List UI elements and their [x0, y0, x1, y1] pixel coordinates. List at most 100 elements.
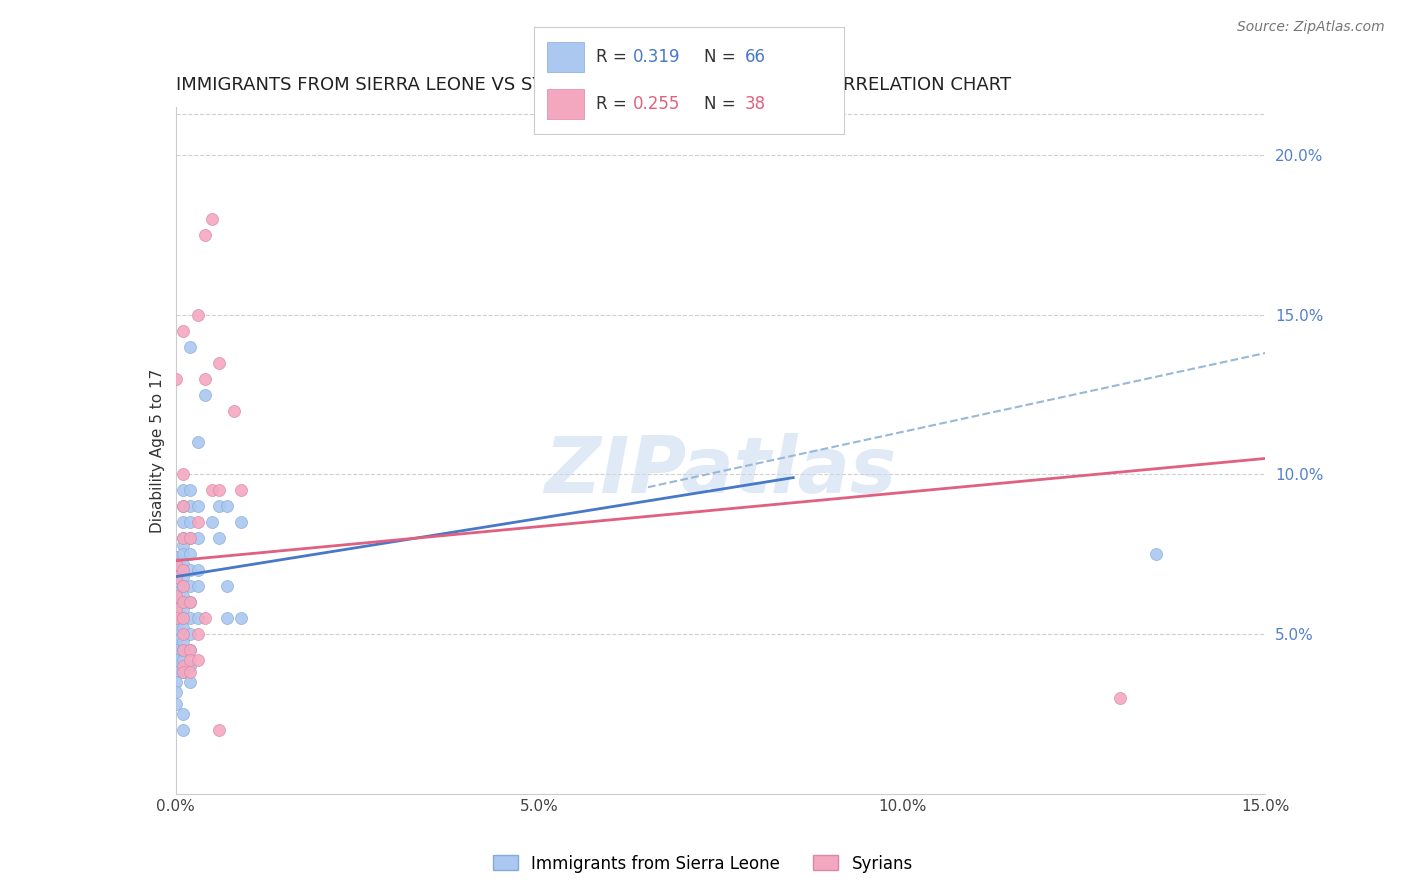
- Text: 38: 38: [745, 95, 766, 112]
- Point: [179, 579, 201, 593]
- Point: [215, 579, 238, 593]
- Point: [172, 531, 194, 545]
- Text: R =: R =: [596, 95, 633, 112]
- Point: [179, 595, 201, 609]
- Point: [186, 435, 209, 450]
- Point: [165, 589, 187, 603]
- Point: [172, 579, 194, 593]
- Point: [186, 579, 209, 593]
- Point: [165, 621, 187, 635]
- Point: [165, 595, 187, 609]
- Point: [179, 653, 201, 667]
- Point: [165, 601, 187, 615]
- Point: [201, 516, 224, 530]
- Point: [172, 633, 194, 648]
- Point: [179, 340, 201, 354]
- Point: [172, 563, 194, 577]
- Point: [172, 569, 194, 583]
- FancyBboxPatch shape: [547, 42, 583, 71]
- Point: [165, 675, 187, 690]
- Point: [201, 483, 224, 498]
- Point: [186, 653, 209, 667]
- Point: [231, 611, 253, 625]
- Point: [172, 659, 194, 673]
- Point: [179, 643, 201, 657]
- Point: [194, 371, 217, 385]
- Point: [165, 550, 187, 565]
- Legend: Immigrants from Sierra Leone, Syrians: Immigrants from Sierra Leone, Syrians: [486, 848, 920, 880]
- Point: [172, 483, 194, 498]
- Point: [172, 665, 194, 680]
- Point: [172, 611, 194, 625]
- Point: [215, 611, 238, 625]
- Point: [172, 595, 194, 609]
- Point: [179, 563, 201, 577]
- Point: [172, 706, 194, 721]
- Point: [172, 500, 194, 514]
- Point: [179, 627, 201, 641]
- Text: Source: ZipAtlas.com: Source: ZipAtlas.com: [1237, 20, 1385, 34]
- Point: [172, 467, 194, 482]
- Point: [231, 483, 253, 498]
- Point: [172, 516, 194, 530]
- Point: [186, 611, 209, 625]
- Text: 0.255: 0.255: [633, 95, 681, 112]
- Point: [172, 589, 194, 603]
- Point: [194, 227, 217, 242]
- Point: [165, 665, 187, 680]
- Point: [165, 585, 187, 599]
- Point: [172, 665, 194, 680]
- Text: 66: 66: [745, 48, 766, 66]
- Point: [165, 557, 187, 571]
- Point: [222, 403, 245, 417]
- Point: [208, 483, 231, 498]
- Point: [165, 643, 187, 657]
- Point: [179, 643, 201, 657]
- Point: [165, 698, 187, 712]
- Point: [172, 601, 194, 615]
- Point: [172, 531, 194, 545]
- Point: [172, 621, 194, 635]
- Point: [186, 500, 209, 514]
- Point: [172, 538, 194, 552]
- Point: [179, 595, 201, 609]
- Point: [208, 500, 231, 514]
- Point: [215, 500, 238, 514]
- Text: 0.319: 0.319: [633, 48, 681, 66]
- Point: [186, 308, 209, 322]
- Point: [201, 211, 224, 226]
- Point: [194, 387, 217, 401]
- Point: [172, 595, 194, 609]
- Point: [172, 579, 194, 593]
- Point: [165, 371, 187, 385]
- Point: [172, 563, 194, 577]
- Point: [165, 611, 187, 625]
- Point: [179, 659, 201, 673]
- Point: [165, 579, 187, 593]
- Point: [179, 516, 201, 530]
- Point: [1146, 547, 1168, 561]
- Point: [208, 356, 231, 370]
- Point: [208, 531, 231, 545]
- Point: [179, 531, 201, 545]
- Point: [172, 627, 194, 641]
- Point: [194, 611, 217, 625]
- Point: [165, 557, 187, 571]
- Point: [172, 611, 194, 625]
- Point: [172, 723, 194, 737]
- Point: [179, 675, 201, 690]
- Point: [165, 611, 187, 625]
- Point: [186, 563, 209, 577]
- Point: [186, 531, 209, 545]
- Point: [165, 684, 187, 698]
- Point: [165, 569, 187, 583]
- Point: [1109, 691, 1132, 706]
- Point: [231, 516, 253, 530]
- Point: [179, 531, 201, 545]
- FancyBboxPatch shape: [547, 89, 583, 119]
- Point: [165, 633, 187, 648]
- Text: N =: N =: [704, 48, 741, 66]
- Point: [179, 547, 201, 561]
- Point: [172, 547, 194, 561]
- Point: [179, 665, 201, 680]
